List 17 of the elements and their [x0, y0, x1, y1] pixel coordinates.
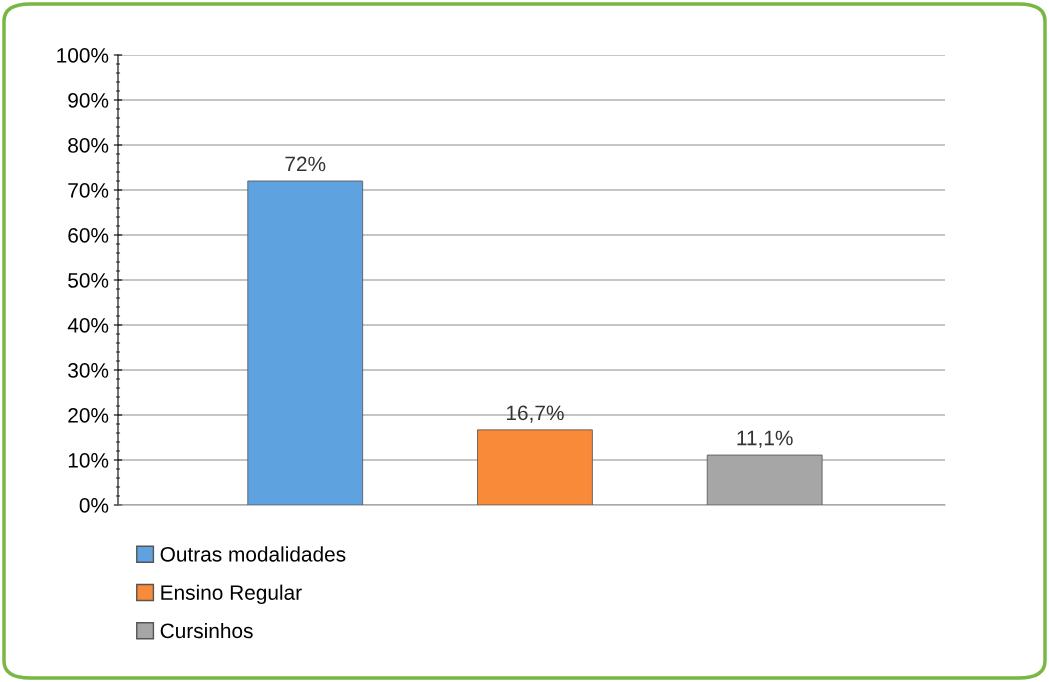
- y-tick-label: 80%: [68, 138, 109, 153]
- y-tick-label: 90%: [68, 93, 109, 108]
- legend-label: Ensino Regular: [161, 584, 302, 605]
- y-tick-label: 100%: [57, 48, 109, 63]
- legend-label: Outras modalidades: [160, 546, 346, 562]
- data-label: 72%: [285, 156, 326, 172]
- data-label: 16,7%: [507, 405, 564, 423]
- legend-label: Cursinhos: [160, 622, 253, 639]
- y-tick-label: 0%: [79, 498, 109, 513]
- y-tick-label: 30%: [68, 363, 109, 378]
- y-tick-label: 70%: [68, 183, 109, 198]
- data-label: 11,1%: [737, 430, 793, 448]
- y-tick-label: 10%: [68, 453, 109, 468]
- y-tick-label: 50%: [68, 273, 109, 288]
- y-tick-label: 20%: [68, 408, 109, 423]
- y-tick-label: 40%: [67, 318, 109, 333]
- y-tick-label: 60%: [68, 228, 109, 243]
